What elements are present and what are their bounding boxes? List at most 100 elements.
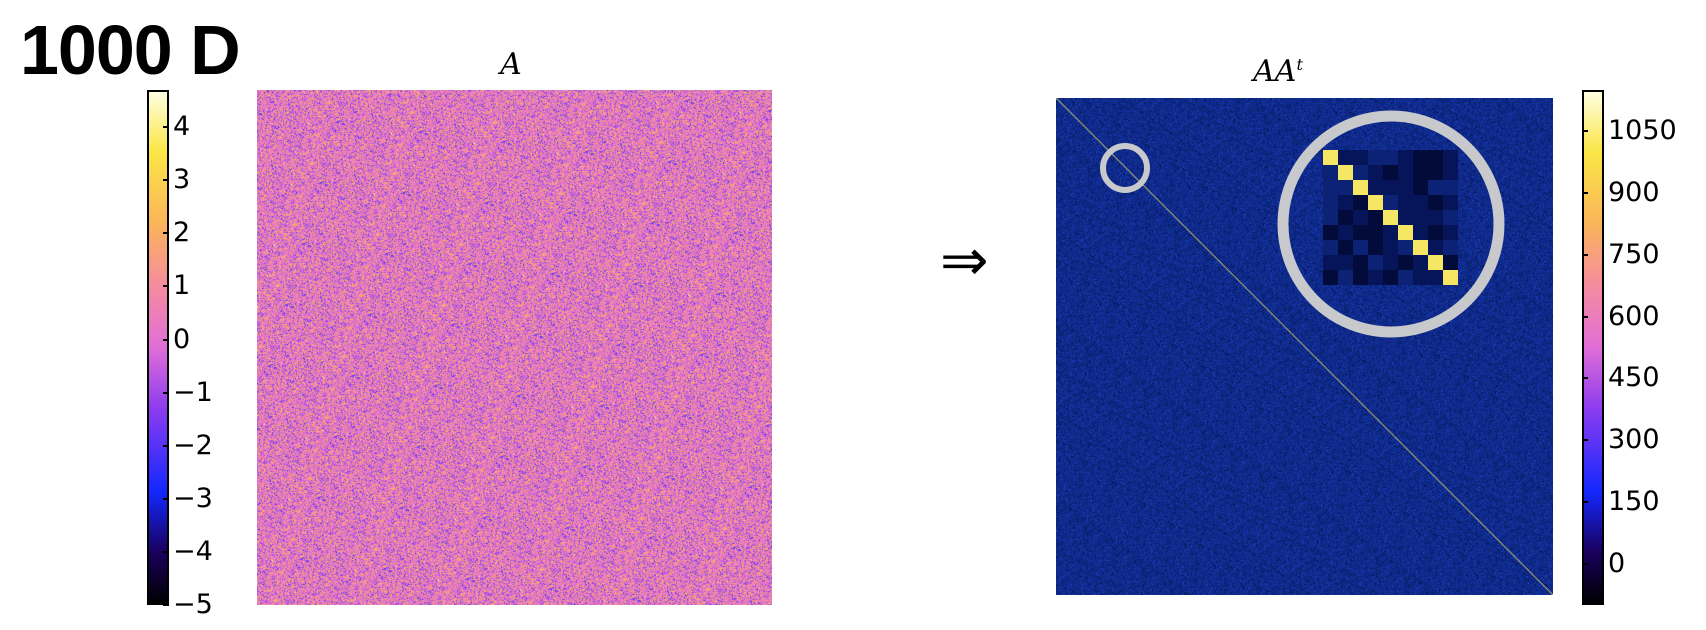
heatmap-a [257, 90, 772, 605]
inset-cell [1353, 225, 1368, 240]
inset-cell [1353, 270, 1368, 285]
inset-cell [1368, 225, 1383, 240]
inset-cell [1353, 180, 1368, 195]
colorbar-tick-label: −5 [173, 589, 213, 620]
inset-cell [1443, 180, 1458, 195]
left-colorbar-gradient [147, 90, 169, 605]
right-panel-title: AAt [1178, 48, 1378, 89]
colorbar-tick-label: −2 [173, 429, 213, 461]
inset-cell [1368, 150, 1383, 165]
inset-cell [1443, 165, 1458, 180]
inset-cell [1398, 255, 1413, 270]
inset-cell [1443, 210, 1458, 225]
inset-cell [1323, 255, 1338, 270]
colorbar-tick-label: 1050 [1608, 115, 1677, 147]
inset-cell [1368, 255, 1383, 270]
inset-cell [1353, 210, 1368, 225]
colorbar-tick-mark [163, 444, 169, 447]
inset-cell [1443, 240, 1458, 255]
inset-cell [1428, 240, 1443, 255]
zoom-source-circle [1100, 143, 1150, 193]
inset-cell [1413, 210, 1428, 225]
inset-cell [1368, 270, 1383, 285]
inset-cell [1398, 150, 1413, 165]
colorbar-tick-mark [163, 338, 169, 341]
inset-cell [1383, 240, 1398, 255]
colorbar-tick-mark [1582, 439, 1588, 442]
colorbar-tick-label: 0 [1608, 547, 1626, 579]
inset-cell [1323, 150, 1338, 165]
inset-cell [1368, 195, 1383, 210]
colorbar-tick-mark [163, 550, 169, 553]
inset-cell [1353, 240, 1368, 255]
inset-cell [1398, 195, 1413, 210]
zoom-inset [1323, 150, 1458, 285]
inset-cell [1383, 225, 1398, 240]
inset-cell [1413, 240, 1428, 255]
inset-cell [1368, 210, 1383, 225]
colorbar-tick-label: 600 [1608, 300, 1660, 332]
inset-cell [1383, 255, 1398, 270]
colorbar-tick-mark [1582, 562, 1588, 565]
inset-cell [1338, 225, 1353, 240]
inset-cell [1413, 270, 1428, 285]
inset-cell [1368, 165, 1383, 180]
colorbar-tick-mark [163, 391, 169, 394]
colorbar-tick-mark [163, 179, 169, 182]
inset-cell [1383, 150, 1398, 165]
colorbar-tick-mark [163, 604, 169, 606]
inset-cell [1323, 240, 1338, 255]
inset-cell [1443, 195, 1458, 210]
inset-cell [1338, 240, 1353, 255]
colorbar-tick-label: 150 [1608, 486, 1660, 517]
inset-cell [1338, 180, 1353, 195]
inset-cell [1443, 270, 1458, 285]
inset-cell [1383, 165, 1398, 180]
inset-cell [1383, 195, 1398, 210]
inset-cell [1353, 195, 1368, 210]
inset-cell [1413, 255, 1428, 270]
inset-cell [1353, 165, 1368, 180]
colorbar-tick-mark [1582, 377, 1588, 380]
inset-cell [1398, 240, 1413, 255]
inset-cell [1413, 225, 1428, 240]
inset-cell [1368, 240, 1383, 255]
inset-cell [1398, 165, 1413, 180]
colorbar-tick-mark [163, 497, 169, 500]
colorbar-tick-label: 2 [173, 217, 191, 249]
inset-cell [1428, 270, 1443, 285]
colorbar-tick-label: 0 [173, 323, 191, 355]
inset-cell [1398, 180, 1413, 195]
right-colorbar-frame [1582, 90, 1604, 605]
colorbar-tick-label: 450 [1608, 362, 1660, 394]
inset-cell [1428, 180, 1443, 195]
zoom-inset-circle [1277, 110, 1505, 338]
inset-cell [1323, 165, 1338, 180]
inset-cell [1413, 150, 1428, 165]
inset-cell [1353, 150, 1368, 165]
inset-cell [1443, 150, 1458, 165]
inset-cell [1413, 195, 1428, 210]
colorbar-tick-label: −4 [173, 535, 213, 567]
inset-cell [1323, 225, 1338, 240]
right-panel-title-superscript: t [1296, 55, 1303, 74]
colorbar-tick-label: −1 [173, 376, 213, 408]
inset-cell [1428, 210, 1443, 225]
inset-cell [1323, 210, 1338, 225]
inset-cell [1383, 270, 1398, 285]
inset-cell [1413, 165, 1428, 180]
colorbar-tick-label: 4 [173, 111, 191, 143]
right-panel-title-base: AA [1253, 54, 1297, 89]
colorbar-tick-mark [1582, 192, 1588, 194]
inset-cell [1353, 255, 1368, 270]
colorbar-tick-label: 3 [173, 164, 191, 196]
colorbar-tick-mark [163, 285, 169, 288]
inset-cell [1338, 210, 1353, 225]
inset-cell [1428, 195, 1443, 210]
inset-cell [1338, 150, 1353, 165]
inset-cell [1398, 270, 1413, 285]
colorbar-tick-mark [1582, 315, 1588, 318]
colorbar-tick-mark [163, 232, 169, 235]
heatmap-aat [1056, 98, 1553, 595]
